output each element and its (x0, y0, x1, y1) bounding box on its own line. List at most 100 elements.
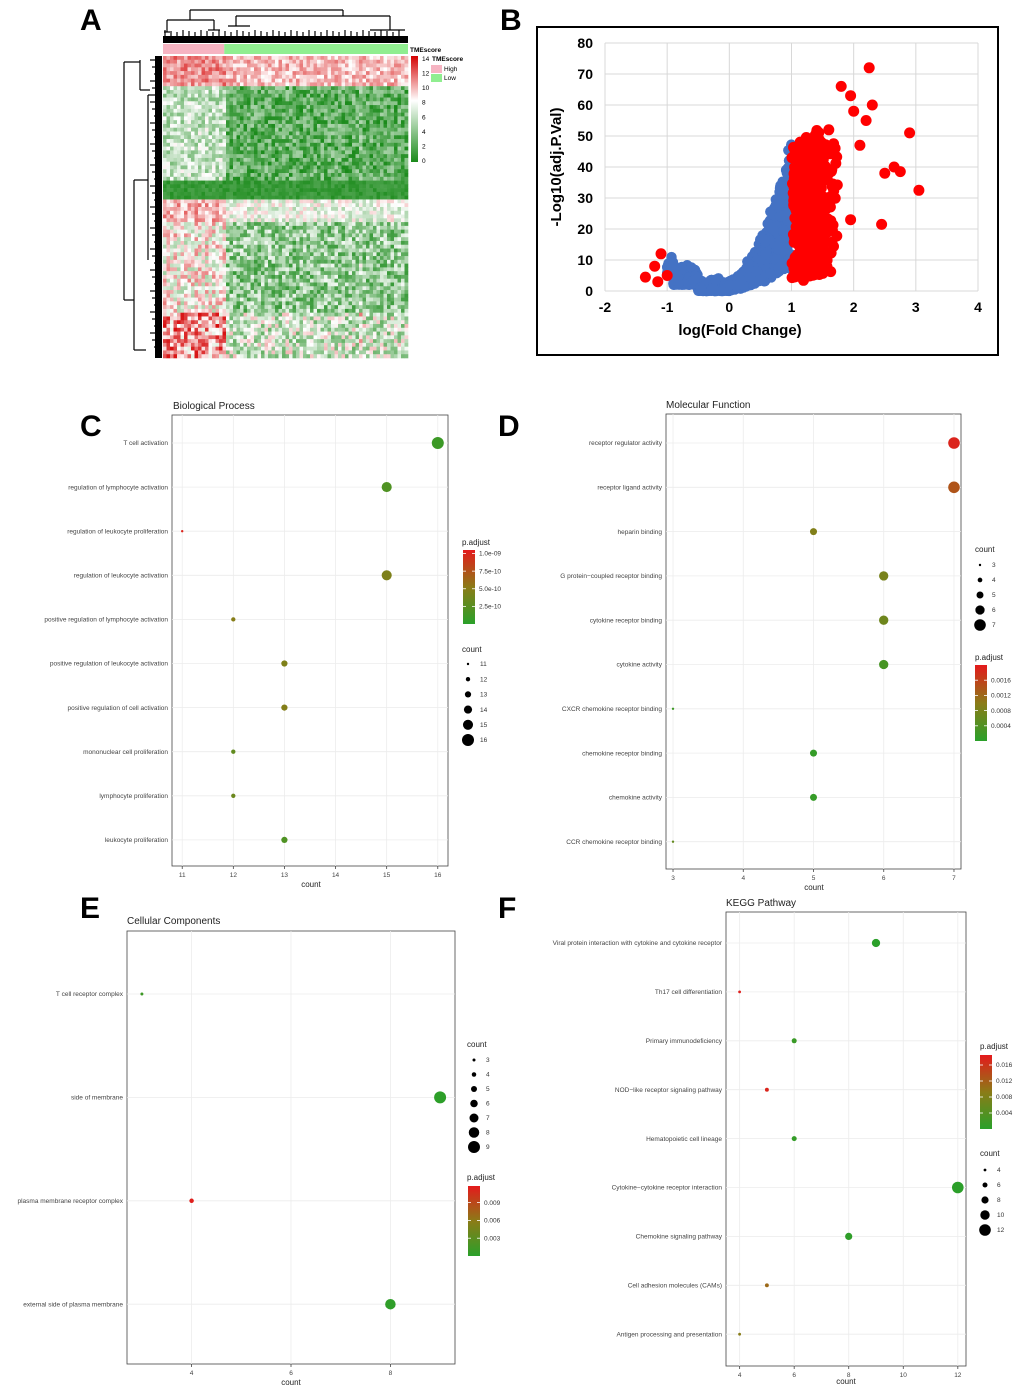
kegg-color-label: 0.012 (996, 1078, 1013, 1085)
kegg-dot (845, 1232, 853, 1240)
volcano-x-tick: 1 (788, 299, 796, 315)
volcano-point-sig (809, 181, 821, 193)
kegg-category-label: Chemokine signaling pathway (636, 1234, 723, 1241)
heatmap-scale-tick: 2 (422, 143, 426, 150)
mf-color-label: 0.0012 (991, 693, 1011, 700)
kegg-x-label: count (836, 1377, 856, 1386)
mf-size-key (975, 605, 985, 615)
volcano-x-tick: 4 (974, 299, 982, 315)
volcano-frame (536, 26, 999, 356)
bp-title: Biological Process (173, 401, 255, 412)
mf-category-label: CCR chemokine receptor binding (566, 839, 662, 846)
volcano-point-sig (789, 271, 801, 283)
cc-size-key (468, 1141, 480, 1153)
kegg-x-tick: 10 (900, 1372, 908, 1379)
mf-size-label: 4 (992, 577, 996, 584)
kegg-size-label: 6 (997, 1182, 1001, 1189)
volcano-point-sig (796, 151, 808, 163)
volcano-point-sig (661, 270, 673, 281)
volcano-point-sig (860, 115, 872, 126)
kegg-x-tick: 12 (954, 1372, 962, 1379)
volcano-point-sig (804, 156, 816, 168)
volcano-point-sig (799, 232, 811, 243)
mf-category-label: receptor regulator activity (589, 440, 663, 447)
kegg-dot (791, 1038, 797, 1044)
mf-category-label: receptor ligand activity (597, 485, 662, 492)
mf-category-label: cytokine activity (616, 662, 662, 669)
panel-letter-b: B (500, 4, 522, 37)
bp-dot (181, 530, 184, 533)
mf-size-label: 5 (992, 592, 996, 599)
volcano-y-tick: 50 (577, 128, 593, 144)
bp-plot-frame (171, 414, 449, 867)
volcano-point-ns (696, 284, 707, 295)
volcano-point-sig (829, 192, 841, 204)
mf-x-tick: 5 (812, 875, 816, 882)
panel-letter-f: F (498, 892, 516, 925)
volcano-point-sig (649, 260, 661, 272)
bp-color-bar (463, 550, 475, 624)
volcano-point-sig (845, 214, 857, 226)
cc-color-label: 0.006 (484, 1218, 501, 1225)
bp-dot (381, 570, 392, 581)
kegg-size-label: 12 (997, 1227, 1005, 1234)
volcano-point-ns (773, 242, 784, 253)
mf-dot (671, 840, 675, 843)
volcano-point-sig (831, 179, 843, 191)
mf-dot (879, 659, 889, 670)
kegg-pathway-panel: KEGG Pathway count p.adjust count 4 6 8 10 1… (553, 898, 1013, 1386)
heatmap-panel: TMEscore 14 12 10 8 6 4 2 0 TMEscore High Low (123, 9, 463, 359)
bp-category-label: regulation of leukocyte proliferation (67, 528, 168, 535)
cc-size-key (468, 1127, 480, 1138)
volcano-point-sig (813, 133, 825, 145)
mf-size-label: 6 (992, 607, 996, 614)
kegg-category-label: Viral protein interaction with cytokine … (553, 940, 723, 947)
volcano-point-sig (913, 184, 925, 196)
mf-size-key (974, 619, 986, 631)
mf-dot (671, 707, 675, 710)
annotation-bar-label: TMEscore (410, 47, 441, 54)
mf-color-label: 0.0008 (991, 708, 1011, 715)
heatmap-column-dendrogram (163, 9, 408, 43)
volcano-point-sig (652, 276, 664, 288)
volcano-point-sig (835, 80, 847, 92)
kegg-category-label: Cytokine−cytokine receptor interaction (612, 1185, 723, 1192)
heatmap-scale-tick: 14 (422, 56, 430, 63)
bp-size-key (462, 734, 474, 746)
cc-size-key (472, 1058, 476, 1062)
cc-category-label: T cell receptor complex (56, 991, 124, 998)
cc-dot (385, 1298, 396, 1310)
bp-dot (281, 704, 288, 711)
cc-size-label: 9 (486, 1144, 490, 1151)
heatmap-scale-ticks: 14 12 10 8 6 4 2 0 (422, 56, 430, 165)
bp-x-tick: 12 (230, 872, 238, 879)
volcano-y-tick: 30 (577, 190, 593, 206)
bp-category-label: mononuclear cell proliferation (83, 749, 168, 756)
mf-size-key (978, 563, 982, 567)
volcano-y-tick: 60 (577, 97, 593, 113)
legend-swatch-low (431, 74, 442, 82)
volcano-x-tick: -1 (661, 299, 674, 315)
legend-label-low: Low (444, 75, 456, 82)
volcano-point-ns (757, 233, 769, 244)
volcano-point-ns (762, 218, 773, 229)
mf-category-label: G protein−coupled receptor binding (560, 573, 662, 580)
kegg-category-label: Hematopoietic cell lineage (646, 1136, 722, 1143)
volcano-point-sig (904, 127, 916, 139)
panel-letter-c: C (80, 410, 102, 443)
kegg-category-label: Antigen processing and presentation (616, 1331, 722, 1338)
mf-size-key (977, 577, 983, 583)
mf-dot (810, 528, 817, 536)
kegg-color-label: 0.004 (996, 1110, 1013, 1117)
bp-x-tick: 14 (332, 872, 340, 879)
kegg-category-label: Primary immunodeficiency (646, 1038, 723, 1045)
bp-category-label: regulation of lymphocyte activation (68, 484, 168, 491)
mf-dot (879, 615, 889, 625)
cc-size-key (471, 1072, 477, 1077)
kegg-category-label: Cell adhesion molecules (CAMs) (628, 1283, 722, 1290)
cc-size-label: 7 (486, 1115, 490, 1122)
cc-x-tick: 6 (289, 1370, 293, 1377)
kegg-dot (738, 990, 741, 994)
volcano-y-tick: 20 (577, 221, 593, 237)
